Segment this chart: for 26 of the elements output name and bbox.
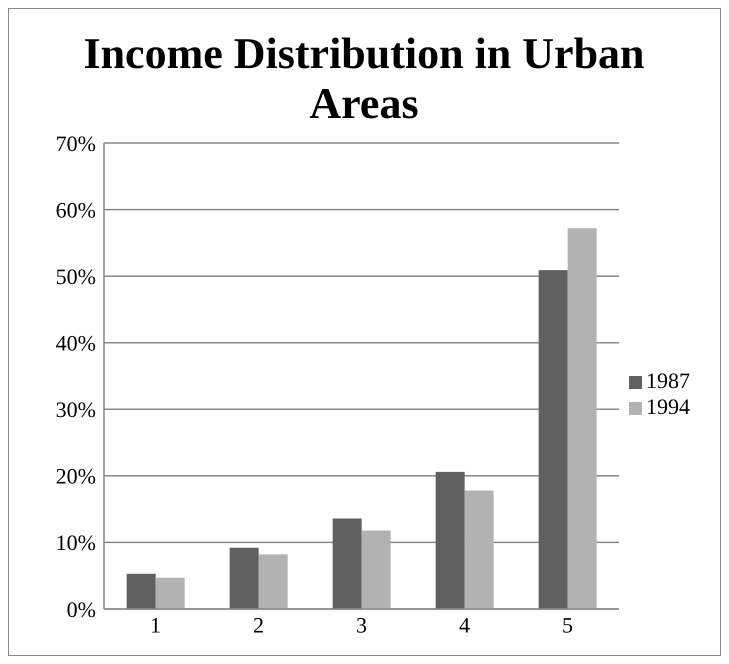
chart-title: Income Distribution in Urban Areas (82, 29, 646, 129)
x-tick-label: 4 (459, 612, 470, 638)
bar (258, 554, 288, 609)
bar (568, 228, 597, 609)
y-tick-label: 50% (56, 264, 96, 289)
x-tick-label: 3 (356, 612, 367, 638)
bar (362, 530, 391, 609)
x-tick-label: 5 (562, 612, 573, 638)
bar (464, 490, 494, 609)
y-tick-label: 10% (56, 530, 96, 556)
y-tick-label: 20% (56, 464, 96, 489)
bar (230, 548, 259, 609)
y-tick-label: 70% (56, 130, 96, 156)
y-tick-label: 0% (66, 596, 96, 622)
y-tick-label: 30% (56, 397, 96, 422)
x-tick-label: 1 (150, 612, 161, 638)
bar (332, 518, 362, 609)
legend-label: 1994 (646, 394, 690, 419)
y-tick-label: 40% (56, 330, 96, 356)
bar (126, 574, 156, 609)
legend-label: 1987 (646, 368, 690, 393)
bar (436, 472, 465, 609)
y-tick-label: 60% (56, 197, 96, 222)
bar (538, 270, 568, 609)
bar (156, 578, 185, 609)
x-tick-label: 2 (253, 612, 264, 638)
